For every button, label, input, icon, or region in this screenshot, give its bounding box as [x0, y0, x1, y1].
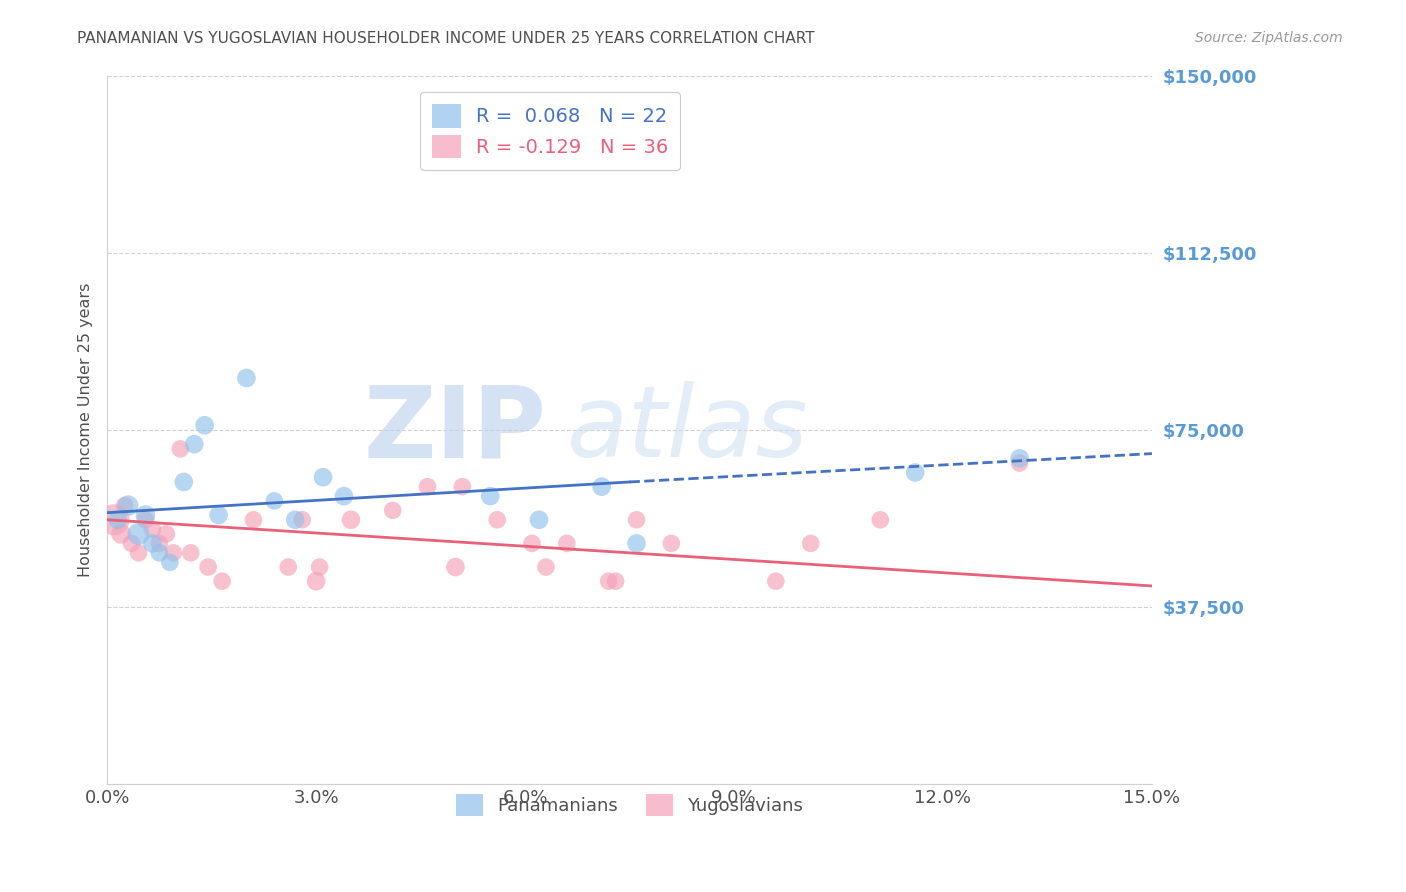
Text: PANAMANIAN VS YUGOSLAVIAN HOUSEHOLDER INCOME UNDER 25 YEARS CORRELATION CHART: PANAMANIAN VS YUGOSLAVIAN HOUSEHOLDER IN…	[77, 31, 815, 46]
Point	[128, 527, 150, 541]
Point	[103, 513, 125, 527]
Point	[626, 536, 648, 550]
Point	[340, 513, 363, 527]
Point	[159, 555, 181, 569]
Point	[284, 513, 307, 527]
Point	[479, 489, 502, 503]
Point	[173, 475, 195, 489]
Point	[291, 513, 314, 527]
Point	[155, 527, 177, 541]
Point	[235, 371, 257, 385]
Point	[305, 574, 328, 589]
Point	[333, 489, 356, 503]
Point	[148, 536, 170, 550]
Legend: Panamanians, Yugoslavians: Panamanians, Yugoslavians	[447, 785, 811, 825]
Point	[904, 466, 927, 480]
Point	[141, 522, 163, 536]
Point	[451, 480, 474, 494]
Point	[263, 494, 285, 508]
Point	[605, 574, 627, 589]
Point	[1008, 451, 1031, 466]
Point	[555, 536, 578, 550]
Point	[169, 442, 191, 456]
Point	[211, 574, 233, 589]
Text: atlas: atlas	[567, 382, 808, 478]
Text: ZIP: ZIP	[363, 382, 546, 478]
Point	[134, 513, 156, 527]
Point	[141, 536, 163, 550]
Point	[148, 546, 170, 560]
Point	[527, 513, 550, 527]
Point	[207, 508, 229, 522]
Point	[277, 560, 299, 574]
Y-axis label: Householder Income Under 25 years: Householder Income Under 25 years	[79, 283, 93, 577]
Point	[598, 574, 620, 589]
Point	[659, 536, 682, 550]
Point	[117, 499, 139, 513]
Point	[128, 546, 150, 560]
Point	[114, 499, 136, 513]
Point	[486, 513, 509, 527]
Point	[626, 513, 648, 527]
Point	[591, 480, 613, 494]
Point	[444, 560, 467, 574]
Point	[381, 503, 404, 517]
Point	[534, 560, 557, 574]
Point	[520, 536, 543, 550]
Point	[800, 536, 823, 550]
Point	[197, 560, 219, 574]
Point	[869, 513, 891, 527]
Point	[162, 546, 184, 560]
Point	[180, 546, 202, 560]
Point	[1008, 456, 1031, 470]
Point	[183, 437, 205, 451]
Point	[416, 480, 439, 494]
Point	[107, 513, 129, 527]
Point	[194, 418, 217, 433]
Text: Source: ZipAtlas.com: Source: ZipAtlas.com	[1195, 31, 1343, 45]
Point	[765, 574, 787, 589]
Point	[308, 560, 330, 574]
Point	[121, 536, 143, 550]
Point	[110, 527, 132, 541]
Point	[134, 508, 156, 522]
Point	[242, 513, 264, 527]
Point	[312, 470, 335, 484]
